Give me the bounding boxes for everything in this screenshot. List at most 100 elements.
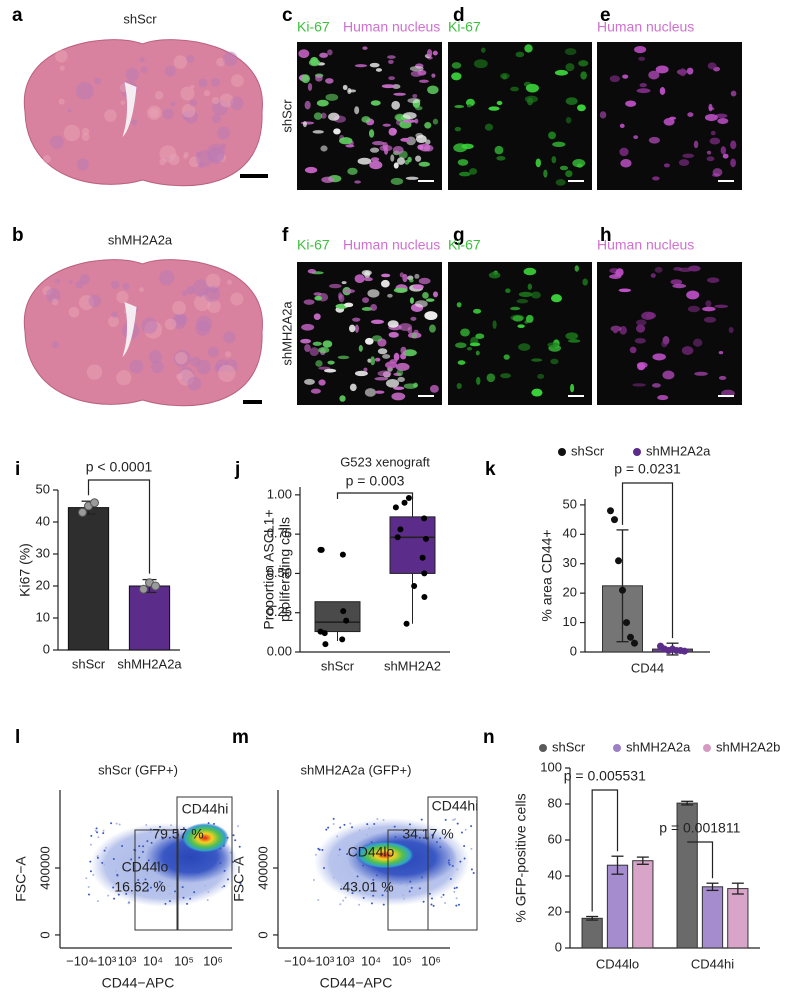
nucleus [632,383,646,387]
nucleus [322,340,333,348]
nucleus [402,119,416,124]
gate [134,829,179,931]
nucleus [348,324,356,333]
nucleus [518,291,533,297]
tissue-texture [104,109,117,122]
nucleus [543,169,548,178]
nucleus [615,268,624,277]
nucleus [427,85,439,95]
tissue-texture [198,162,205,169]
nucleus [709,137,721,145]
nucleus [318,379,326,386]
nucleus [395,362,410,371]
event [470,868,473,871]
legend-label: shMH2A2a [646,443,711,458]
y-tick-label: 40 [563,526,577,541]
event [149,886,152,889]
event [118,823,121,826]
nucleus [385,361,398,369]
event [181,886,184,889]
data-point [607,507,614,515]
data-point [405,495,412,501]
nucleus [419,144,424,151]
nucleus [475,350,480,356]
nucleus [707,62,717,70]
nucleus [559,165,569,171]
nucleus [517,324,525,328]
nucleus [432,118,439,125]
legend-marker [633,448,641,456]
event [138,856,141,859]
data-point [90,498,99,508]
x-tick-label: shScr [72,656,106,671]
density-peak [355,841,415,869]
tissue-texture [116,370,132,386]
tissue-texture [75,82,94,100]
tissue-texture [55,49,68,63]
nucleus [364,271,371,279]
panel-letter: a [12,5,23,26]
data-point [611,516,618,524]
p-value: p = 0.0231 [614,461,681,477]
nucleus [431,73,436,78]
nucleus [527,283,533,290]
y-axis-label: FSC−A [13,856,29,902]
nucleus [405,176,419,180]
data-point [403,620,410,627]
nucleus [570,383,575,393]
data-point [631,639,638,647]
nucleus [634,45,647,54]
nucleus [578,60,589,67]
nucleus [645,312,657,319]
nucleus [454,126,462,132]
nucleus [572,158,586,168]
tissue-texture [180,86,195,101]
nucleus [393,92,406,96]
event [141,850,144,853]
nucleus [381,84,396,89]
event [370,902,373,905]
y-tick-label: 0 [255,931,270,938]
event [337,854,340,857]
nucleus [564,48,577,56]
nucleus [370,303,378,311]
event [408,823,411,826]
event [117,893,120,896]
nucleus [347,87,352,94]
event [332,876,335,879]
chart-title: shScr (GFP+) [98,762,178,777]
channel-label: Ki-67 [448,237,481,253]
nucleus [706,156,715,162]
y-tick-label: 40 [36,513,50,528]
data-point [340,608,347,615]
event [146,888,149,891]
nucleus [339,137,353,145]
bar [701,886,724,949]
nucleus [476,376,481,385]
nucleus [706,277,720,283]
y-tick-label: 0 [43,641,50,656]
event [103,849,106,852]
nucleus [314,295,323,301]
tissue-texture [116,290,129,304]
tissue-texture [51,341,60,349]
event [145,824,148,827]
event [239,882,242,885]
event [459,860,462,863]
nucleus [525,83,539,93]
tissue-texture [154,90,164,100]
nucleus [687,112,694,117]
nucleus [510,86,519,92]
nucleus [554,69,568,76]
nucleus [451,72,462,81]
nucleus [364,388,376,397]
tissue-texture [51,298,59,306]
tissue-texture [162,108,174,120]
tissue-texture [139,56,145,63]
event [168,900,171,903]
nucleus [599,111,607,119]
nucleus [635,319,647,326]
tissue-texture [172,300,187,315]
nucleus [313,112,323,120]
nucleus [718,351,724,355]
